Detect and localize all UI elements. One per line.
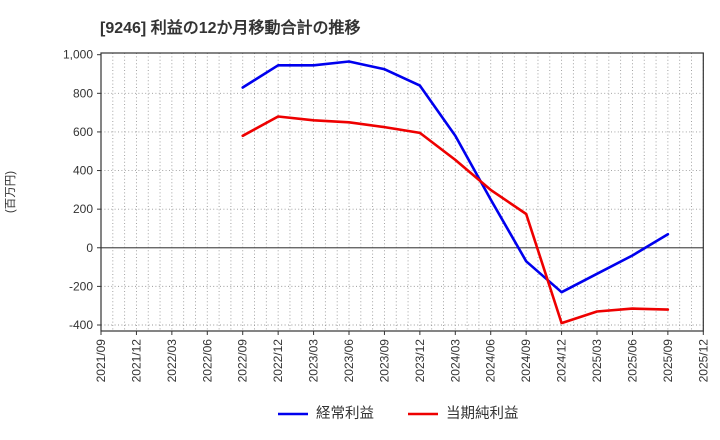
x-tick-label: 2022/03 [165,339,179,383]
x-tick-label: 2022/06 [200,339,214,383]
y-tick-label: 1,000 [63,48,93,62]
series-layer [241,60,670,325]
plot-border [100,52,704,332]
x-tick-label: 2024/09 [519,339,533,383]
series-line-0 [241,60,670,294]
x-tick-label: 2024/12 [555,339,569,383]
x-tick-label: 2023/06 [342,339,356,383]
legend-label-1: 当期純利益 [446,405,519,422]
chart-title: [9246] 利益の12か月移動合計の推移 [100,18,361,37]
x-tick-label: 2024/06 [484,339,498,383]
series-line-1 [241,115,670,325]
x-tick-label: 2025/03 [590,339,604,383]
x-tick-label: 2021/12 [129,339,143,383]
x-tick-label: 2021/09 [94,339,108,383]
labels-layer: 2021/09 2021/12 2022/03 2022/06 2022/09 2022/… [63,48,710,383]
x-tick-label: 2024/03 [448,339,462,383]
x-tick-label: 2025/12 [696,339,710,383]
axes-layer [97,52,704,335]
y-tick-label: 0 [86,241,93,255]
x-tick-label: 2023/03 [307,339,321,383]
x-tick-label: 2025/06 [625,339,639,383]
x-tick-label: 2022/12 [271,339,285,383]
x-tick-label: 2025/09 [661,339,675,383]
legend: 経常利益 当期純利益 [278,405,519,422]
y-axis-unit-label: (百万円) [5,171,17,213]
y-tick-label: 600 [73,125,93,139]
y-tick-label: 400 [73,164,93,178]
x-tick-label: 2023/09 [377,339,391,383]
y-tick-label: -400 [69,318,93,332]
y-tick-label: 200 [73,202,93,216]
legend-label-0: 経常利益 [316,405,374,422]
x-tick-label: 2023/12 [413,339,427,383]
grid-layer [100,53,704,331]
y-tick-label: 800 [73,86,93,100]
x-tick-label: 2022/09 [236,339,250,383]
y-tick-label: -200 [69,279,93,293]
